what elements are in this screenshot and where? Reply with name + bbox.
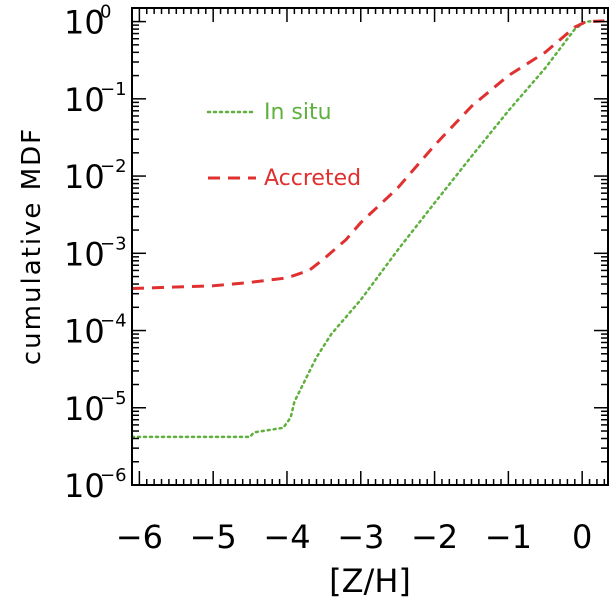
x-tick-label: −5 bbox=[190, 518, 237, 556]
y-tick-exponent: −5 bbox=[100, 388, 127, 409]
plot-frame bbox=[131, 7, 609, 486]
y-tick-label: 10 bbox=[64, 235, 105, 273]
x-tick-label: −4 bbox=[263, 518, 310, 556]
y-tick-exponent: −4 bbox=[100, 311, 127, 332]
x-tick-label: −3 bbox=[337, 518, 384, 556]
y-tick-label: 10 bbox=[64, 81, 105, 119]
y-tick-exponent: −2 bbox=[100, 156, 127, 177]
x-tick-label: −6 bbox=[116, 518, 163, 556]
x-axis-title: [Z/H] bbox=[329, 562, 411, 600]
y-tick-exponent: 0 bbox=[100, 2, 111, 23]
y-tick-label: 10 bbox=[64, 313, 105, 351]
x-tick-label: −1 bbox=[485, 518, 532, 556]
y-tick-exponent: −3 bbox=[100, 233, 127, 254]
y-tick-label: 10 bbox=[64, 467, 105, 505]
y-tick-exponent: −6 bbox=[100, 465, 127, 486]
legend-label: In situ bbox=[264, 100, 332, 125]
series-line-in-situ bbox=[130, 19, 606, 439]
y-tick-label: 10 bbox=[64, 390, 105, 428]
series-line-accreted bbox=[131, 19, 605, 290]
legend-label: Accreted bbox=[264, 166, 361, 191]
y-axis-title: cumulative MDF bbox=[17, 127, 47, 365]
x-tick-label: 0 bbox=[572, 518, 592, 556]
y-tick-exponent: −1 bbox=[100, 79, 127, 100]
y-tick-label: 10 bbox=[64, 158, 105, 196]
y-tick-label: 10 bbox=[64, 4, 105, 42]
x-tick-label: −2 bbox=[411, 518, 458, 556]
